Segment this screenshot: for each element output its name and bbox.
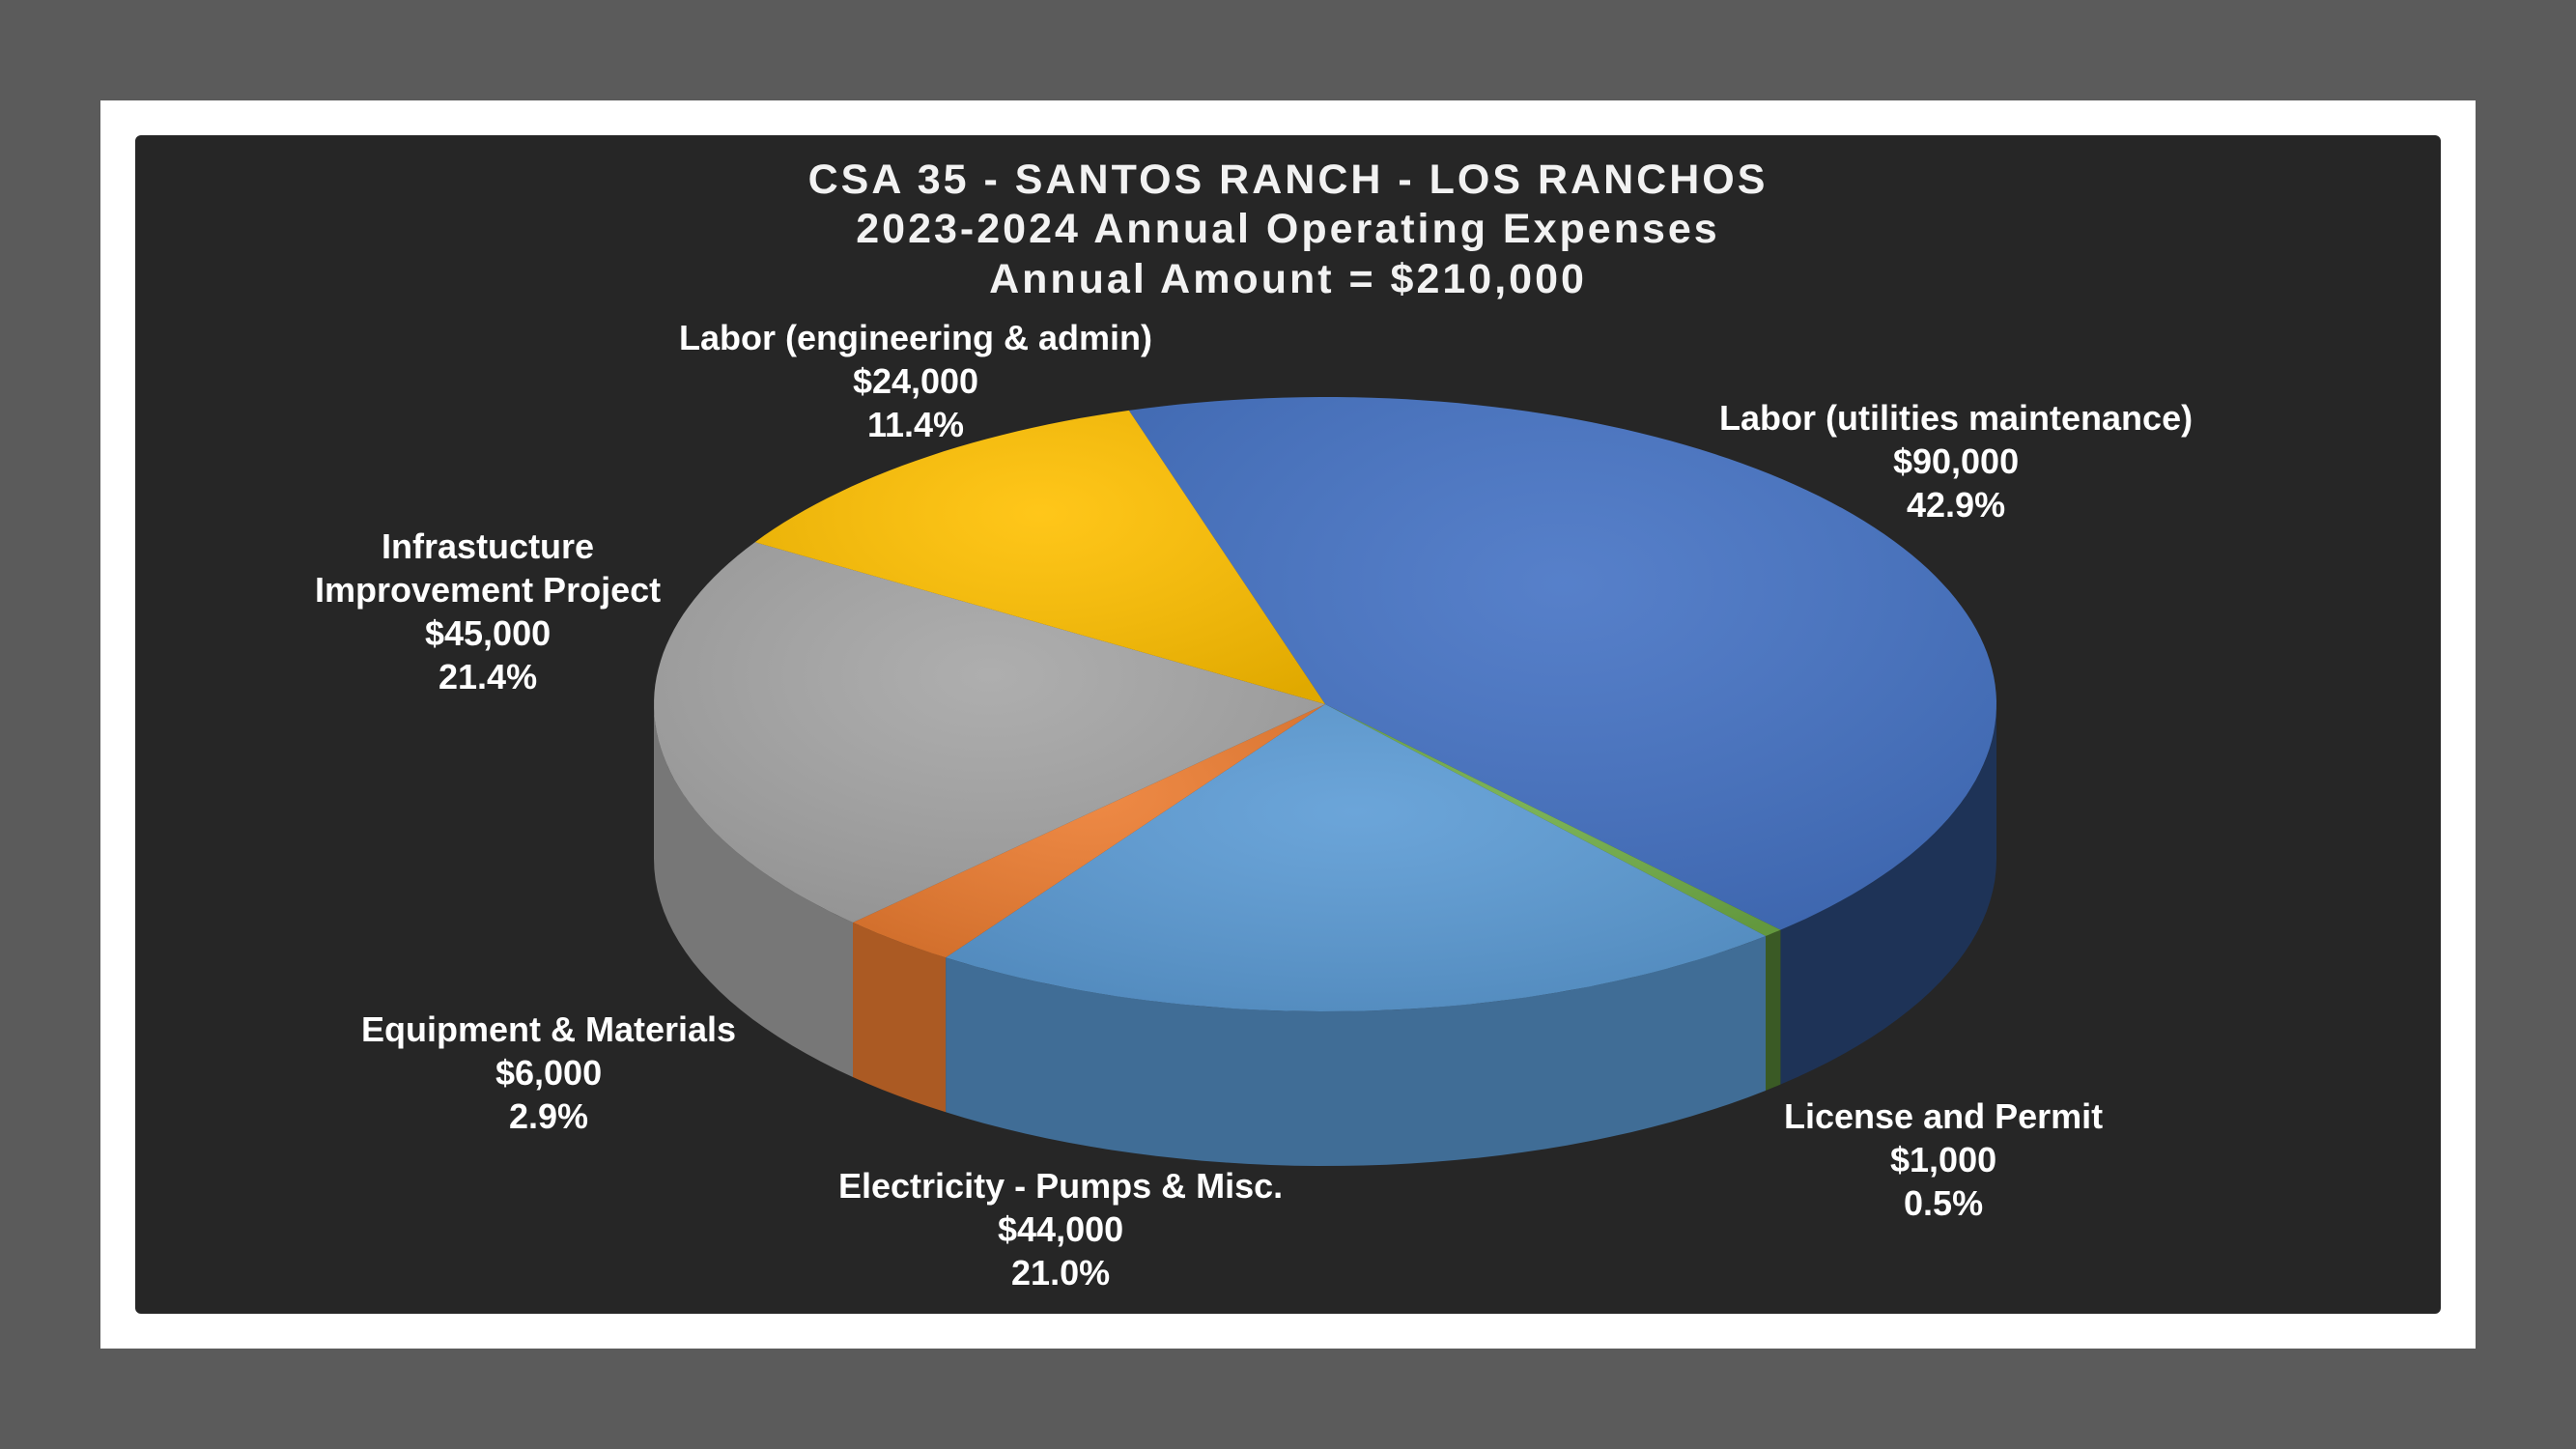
pie-slice-shade-5 bbox=[754, 410, 1325, 704]
data-label-value: $1,000 bbox=[1890, 1140, 1997, 1179]
data-label-value: $24,000 bbox=[852, 361, 979, 401]
data-label-value: $90,000 bbox=[1892, 441, 2020, 481]
pie-side-0 bbox=[1780, 704, 1996, 1085]
data-label-name: License and Permit bbox=[1784, 1096, 2104, 1136]
data-label-name: Equipment & Materials bbox=[361, 1009, 737, 1049]
pie-side-1 bbox=[1766, 929, 1781, 1091]
data-label-5: Labor (engineering & admin) $24,000 11.4% bbox=[679, 316, 1152, 446]
pie-side-4 bbox=[654, 704, 853, 1077]
data-label-percent: 42.9% bbox=[1907, 485, 2006, 525]
data-label-name: Labor (engineering & admin) bbox=[679, 318, 1153, 357]
data-label-1: License and Permit $1,000 0.5% bbox=[1784, 1094, 2103, 1225]
data-label-value: $44,000 bbox=[998, 1209, 1124, 1249]
pie-side-3 bbox=[853, 923, 947, 1113]
data-label-4: Infrastucture Improvement Project $45,000 2… bbox=[315, 525, 661, 698]
data-label-name: Labor (utilities maintenance) bbox=[1719, 398, 2194, 438]
pie-slice-shade-4 bbox=[654, 542, 1325, 923]
chart-title-line-1: CSA 35 - SANTOS RANCH - LOS RANCHOS bbox=[807, 156, 1769, 203]
data-label-value: $6,000 bbox=[495, 1053, 603, 1093]
pie-slice-shade-2 bbox=[946, 704, 1766, 1011]
pie-slice-shade-1 bbox=[1325, 704, 1781, 936]
data-label-0: Labor (utilities maintenance) $90,000 42.9… bbox=[1719, 396, 2193, 526]
data-label-value: $45,000 bbox=[424, 613, 552, 653]
pie-slice-shade-0 bbox=[1128, 397, 1996, 930]
data-label-percent: 0.5% bbox=[1904, 1183, 1984, 1223]
data-label-2: Electricity - Pumps & Misc. $44,000 21.0% bbox=[838, 1164, 1283, 1294]
data-label-3: Equipment & Materials $6,000 2.9% bbox=[361, 1008, 736, 1138]
chart-title-line-2: 2023-2024 Annual Operating Expenses bbox=[856, 206, 1720, 252]
data-label-percent: 21.4% bbox=[439, 657, 538, 696]
data-label-name: Infrastucture bbox=[382, 526, 595, 566]
data-label-percent: 2.9% bbox=[509, 1096, 589, 1136]
data-label-percent: 21.0% bbox=[1011, 1253, 1111, 1293]
data-label-name: Electricity - Pumps & Misc. bbox=[838, 1166, 1284, 1206]
data-label-percent: 11.4% bbox=[866, 405, 965, 444]
data-label-name: Improvement Project bbox=[315, 570, 662, 610]
chart-title-line-3: Annual Amount = $210,000 bbox=[989, 256, 1587, 302]
pie-side-2 bbox=[946, 936, 1766, 1166]
pie-slice-shade-3 bbox=[853, 704, 1325, 958]
